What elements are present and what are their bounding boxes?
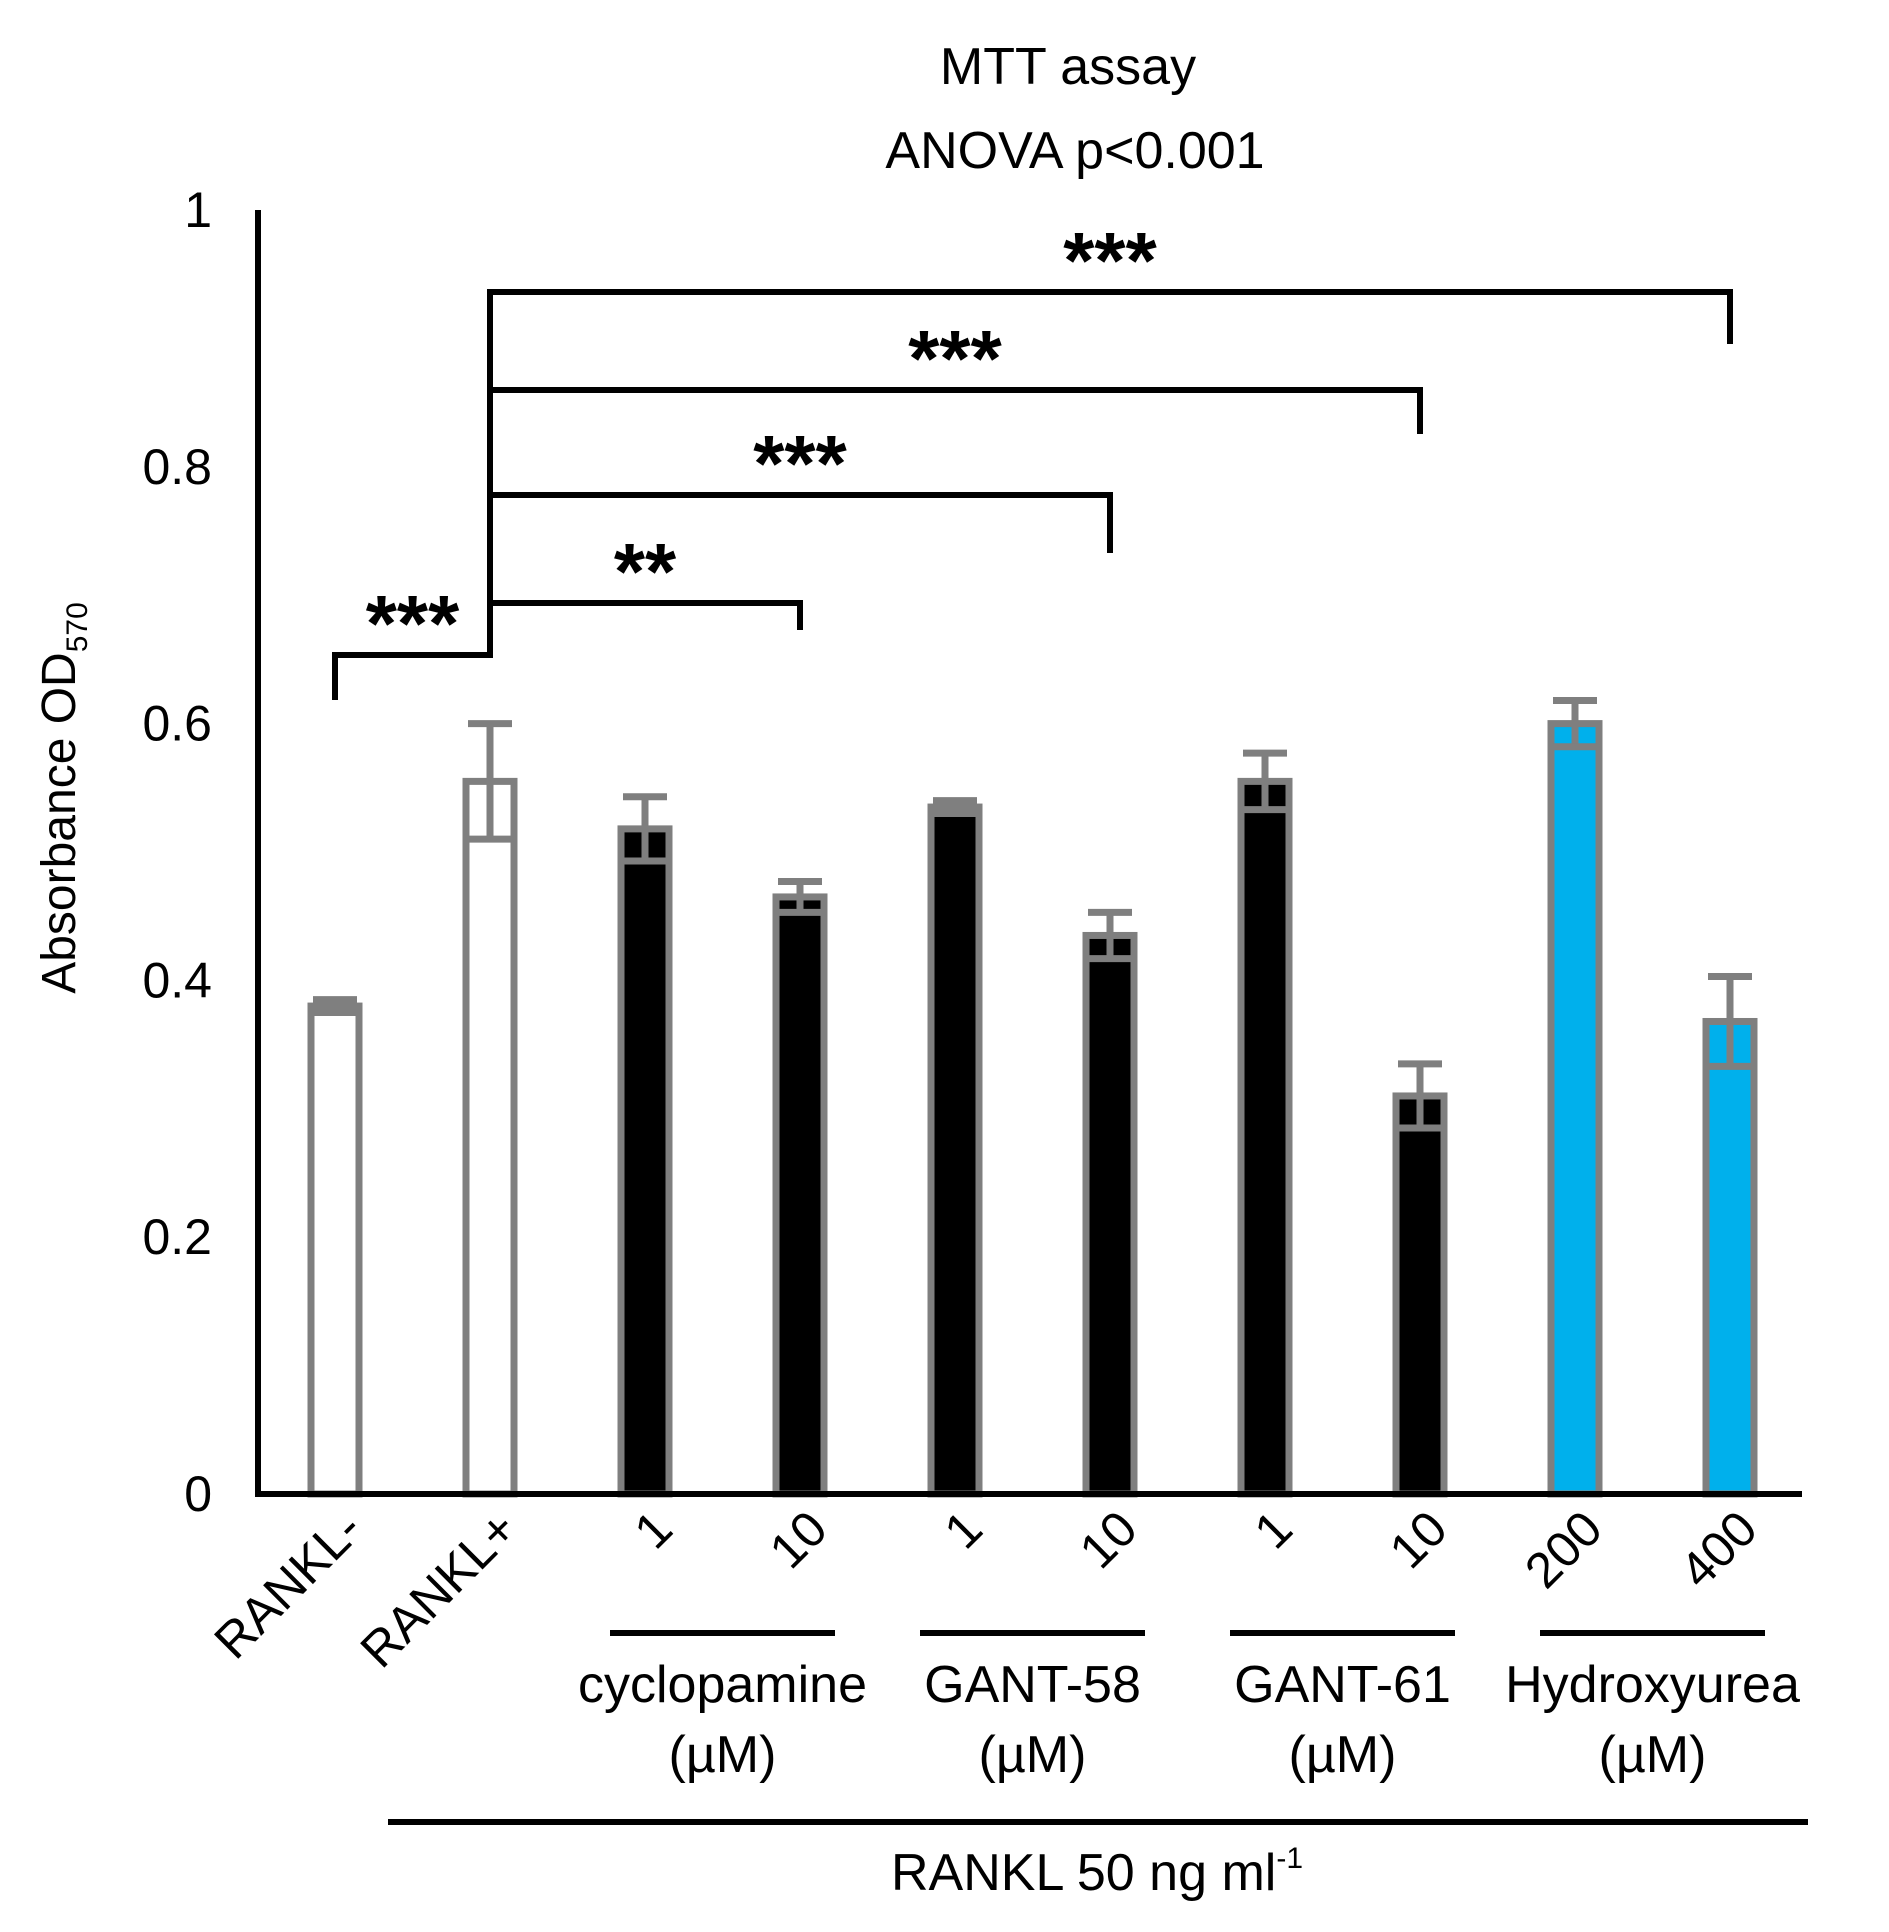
bar-3 [776, 897, 824, 1494]
treatment-label: RANKL 50 ng ml-1 [891, 1842, 1303, 1902]
significance-label-0: *** [366, 579, 460, 668]
x-tick-label-8: 200 [1514, 1500, 1613, 1599]
treatment-groups: cyclopamine (µM) GANT-58 (µM) GANT-61 (µM) Hyd… [578, 1633, 1800, 1784]
y-tick-label-5: 1 [184, 182, 212, 238]
y-tick-label-1: 0.2 [142, 1209, 212, 1265]
group-name-1: GANT-58 [924, 1656, 1141, 1714]
mtt-assay-bar-chart: MTT assay ANOVA p<0.001 Absorbance OD570… [0, 0, 1889, 1932]
bars [311, 700, 1754, 1494]
bar-5 [1086, 935, 1134, 1494]
x-tick-label-4: 1 [934, 1500, 993, 1559]
significance-label-3: *** [908, 314, 1002, 403]
group-name-2: GANT-61 [1234, 1656, 1451, 1714]
x-tick-label-0: RANKL- [204, 1500, 373, 1669]
bar-1 [466, 781, 514, 1494]
x-axis-tick-labels: RANKL-RANKL+ 1 10 1 10 1 10 200 400 [204, 1500, 1768, 1678]
y-axis-label-main: Absorbance OD [33, 652, 86, 994]
bar-2 [621, 829, 669, 1494]
chart-title: MTT assay [940, 38, 1196, 96]
y-axis-label-subscript: 570 [61, 602, 94, 652]
x-tick-label-6: 1 [1244, 1500, 1303, 1559]
y-tick-label-3: 0.6 [142, 696, 212, 752]
x-tick-label-2: 1 [624, 1500, 683, 1559]
bar-0 [311, 1006, 359, 1494]
x-tick-label-5: 10 [1069, 1500, 1148, 1579]
group-unit-3: (µM) [1599, 1726, 1707, 1784]
treatment-label-superscript: -1 [1276, 1842, 1303, 1875]
x-tick-label-9: 400 [1669, 1500, 1768, 1599]
treatment-label-main: RANKL 50 ng ml [891, 1844, 1276, 1902]
group-unit-0: (µM) [669, 1726, 777, 1784]
bar-7 [1396, 1096, 1444, 1494]
significance-label-2: *** [753, 419, 847, 508]
group-name-0: cyclopamine [578, 1656, 867, 1714]
bar-4 [931, 807, 979, 1494]
chart-subtitle: ANOVA p<0.001 [885, 122, 1264, 180]
significance-brackets: ************** [335, 216, 1730, 700]
y-axis-ticks: 0 0.2 0.4 0.6 0.8 1 [142, 182, 212, 1522]
y-tick-label-4: 0.8 [142, 439, 212, 495]
group-unit-2: (µM) [1289, 1726, 1397, 1784]
group-unit-1: (µM) [979, 1726, 1087, 1784]
x-tick-label-1: RANKL+ [350, 1500, 528, 1678]
x-tick-label-7: 10 [1379, 1500, 1458, 1579]
group-name-3: Hydroxyurea [1505, 1656, 1800, 1714]
y-axis-label: Absorbance OD570 [33, 602, 94, 994]
significance-label-4: *** [1063, 216, 1157, 305]
x-tick-label-3: 10 [759, 1500, 838, 1579]
y-tick-label-0: 0 [184, 1466, 212, 1522]
bar-9 [1706, 1021, 1754, 1494]
y-tick-label-2: 0.4 [142, 952, 212, 1008]
significance-label-1: ** [614, 527, 677, 616]
bar-8 [1551, 724, 1599, 1494]
bar-6 [1241, 781, 1289, 1494]
